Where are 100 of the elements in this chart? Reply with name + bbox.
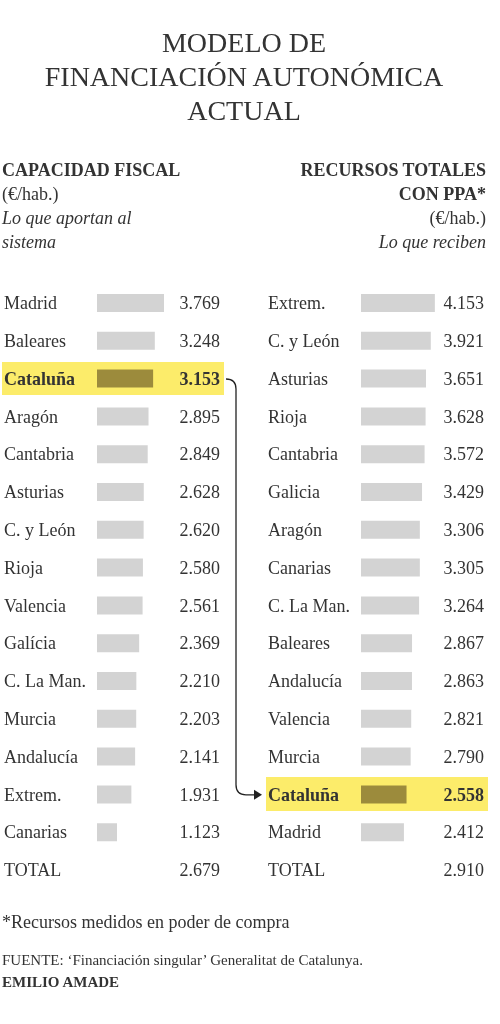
y-tick-label: Asturias xyxy=(268,368,328,389)
bar xyxy=(97,520,144,539)
data-label: 2.210 xyxy=(179,671,220,692)
y-tick-label: Murcia xyxy=(268,746,320,767)
y-tick-label: Rioja xyxy=(268,406,307,427)
bar xyxy=(361,331,431,350)
y-tick-label: Cantabria xyxy=(4,444,74,465)
y-tick-label: Madrid xyxy=(4,293,57,314)
bar xyxy=(361,483,423,501)
data-label: 3.153 xyxy=(179,368,220,389)
data-label: 2.203 xyxy=(179,709,220,729)
y-tick-label: Aragón xyxy=(268,520,322,540)
y-tick-label: C. y León xyxy=(4,520,76,540)
y-tick-label: Valencia xyxy=(268,709,330,729)
data-label: 2.369 xyxy=(179,633,220,654)
bar xyxy=(97,747,136,766)
y-tick-label: Asturias xyxy=(4,482,64,503)
bar xyxy=(97,483,144,501)
text: 2.910 xyxy=(443,860,484,881)
data-label: 3.305 xyxy=(443,557,484,578)
bar xyxy=(97,823,117,842)
data-label: 3.572 xyxy=(443,444,484,465)
bar xyxy=(97,369,154,388)
y-tick-label: C. y León xyxy=(268,331,340,351)
bar xyxy=(361,596,420,615)
text: Lo que reciben xyxy=(377,231,486,254)
bar xyxy=(97,634,140,653)
data-label: 1.123 xyxy=(179,822,220,843)
bar xyxy=(361,785,407,804)
data-label: 2.628 xyxy=(179,482,220,503)
bar xyxy=(97,558,143,577)
bar xyxy=(361,520,420,539)
data-label: 3.429 xyxy=(443,482,484,503)
y-tick-label: Canarias xyxy=(268,557,331,578)
bar xyxy=(361,747,411,766)
y-tick-label: Galicia xyxy=(268,482,320,503)
data-label: 2.895 xyxy=(179,406,220,427)
data-label: 3.769 xyxy=(179,293,220,314)
y-tick-label: Cataluña xyxy=(268,784,339,805)
bar xyxy=(361,558,420,577)
bar xyxy=(97,672,137,690)
y-tick-label: Extrem. xyxy=(4,784,62,805)
y-tick-label: Baleares xyxy=(268,633,330,654)
data-label: 2.821 xyxy=(443,709,484,729)
y-tick-label: Rioja xyxy=(4,557,43,578)
y-tick-label: Extrem. xyxy=(268,293,326,314)
y-tick-label: Madrid xyxy=(268,822,321,843)
data-label: 2.867 xyxy=(443,633,484,654)
y-tick-label: Andalucía xyxy=(4,746,78,767)
data-label: 2.412 xyxy=(443,822,484,843)
text: 2.679 xyxy=(179,860,220,881)
bar xyxy=(361,369,426,388)
y-tick-label: Aragón xyxy=(4,406,58,427)
y-tick-label: TOTAL xyxy=(4,860,62,881)
y-tick-label: Baleares xyxy=(4,331,66,351)
bar xyxy=(361,823,404,842)
data-label: 2.561 xyxy=(179,595,220,616)
data-label: 2.790 xyxy=(443,746,484,767)
text: Lo que aportan al sistema xyxy=(2,207,133,254)
bar xyxy=(97,331,155,350)
bar xyxy=(97,294,165,312)
data-label: 3.628 xyxy=(443,406,484,427)
y-tick-label: TOTAL xyxy=(268,860,326,881)
text: MODELO DE FINANCIACIÓN AUTONÓMICA ACTUAL xyxy=(43,26,445,128)
y-tick-label: Galícia xyxy=(4,633,56,654)
data-label: 3.651 xyxy=(443,368,484,389)
data-label: 2.620 xyxy=(179,520,220,540)
bar xyxy=(97,709,137,728)
data-label: 2.580 xyxy=(179,557,220,578)
data-label: 1.931 xyxy=(179,784,220,805)
data-label: 3.248 xyxy=(179,331,220,351)
chart-title: RECURSOS TOTALES CON PPA* xyxy=(299,159,486,206)
y-tick-label: Cantabria xyxy=(268,444,338,465)
y-tick-label: C. La Man. xyxy=(268,595,350,616)
bar xyxy=(361,445,425,464)
bar xyxy=(97,785,132,804)
bar xyxy=(97,445,148,464)
chart-title: CAPACIDAD FISCAL xyxy=(2,159,182,182)
source-note: FUENTE: ‘Financiación singular’ Generalitat de Catalunya. xyxy=(2,950,364,970)
data-label: 3.921 xyxy=(443,331,484,351)
data-label: 3.306 xyxy=(443,520,484,540)
data-label: 4.153 xyxy=(443,293,484,314)
y-tick-label: C. La Man. xyxy=(4,671,86,692)
data-label: 2.558 xyxy=(443,784,484,805)
chart-subtitle: (€/hab.) xyxy=(428,207,486,230)
chart-subtitle: (€/hab.) xyxy=(2,183,60,206)
y-tick-label: Valencia xyxy=(4,595,66,616)
bar xyxy=(97,407,149,426)
y-tick-label: Cataluña xyxy=(4,368,75,389)
bar xyxy=(361,407,426,426)
text: *Recursos medidos en poder de compra xyxy=(2,910,291,933)
bar xyxy=(361,294,435,312)
text: EMILIO AMADE xyxy=(2,972,121,992)
bar xyxy=(361,672,412,690)
data-label: 3.264 xyxy=(443,595,484,616)
data-label: 2.863 xyxy=(443,671,484,692)
data-label: 2.849 xyxy=(179,444,220,465)
y-tick-label: Canarias xyxy=(4,822,67,843)
y-tick-label: Murcia xyxy=(4,709,56,729)
bar xyxy=(97,596,143,615)
